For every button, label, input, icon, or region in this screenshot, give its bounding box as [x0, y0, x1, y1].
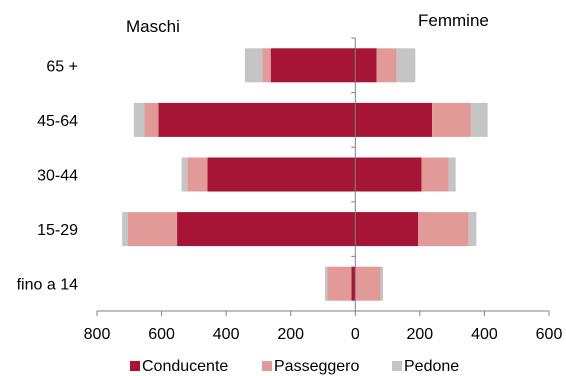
bar-female-passeggero-0 [376, 48, 397, 83]
bar-male-passeggero-0 [262, 48, 271, 83]
category-label-2: 30-44 [37, 168, 78, 185]
bar-male-passeggero-2 [187, 157, 208, 192]
bar-female-pedone-1 [470, 102, 488, 137]
x-tick-label-0: 800 [84, 326, 111, 343]
legend-label-conducente: Conducente [142, 358, 228, 375]
bar-female-passeggero-1 [432, 102, 471, 137]
bar-male-passeggero-3 [127, 212, 178, 247]
bar-male-conducente-4 [351, 266, 356, 301]
bar-female-pedone-2 [448, 157, 456, 192]
legend-swatch-pedone [392, 361, 402, 371]
right-side-label: Femmine [418, 11, 489, 30]
category-labels: 65 + 45-64 30-44 15-29 fino a 14 [17, 37, 356, 312]
legend-swatch-conducente [130, 361, 140, 371]
legend-label-pedone: Pedone [404, 358, 459, 375]
category-label-1: 45-64 [37, 113, 78, 130]
legend-label-passeggero: Passeggero [274, 358, 359, 375]
bar-male-pedone-1 [133, 102, 145, 137]
bar-male-conducente-2 [207, 157, 356, 192]
bar-male-pedone-2 [181, 157, 188, 192]
bar-male-pedone-0 [244, 48, 263, 83]
bar-female-passeggero-3 [418, 212, 469, 247]
x-tick-label-1: 600 [148, 326, 175, 343]
bar-male-conducente-1 [158, 102, 356, 137]
bar-female-conducente-2 [355, 157, 422, 192]
bar-female-pedone-3 [468, 212, 477, 247]
category-label-3: 15-29 [37, 222, 78, 239]
bars-group [122, 48, 488, 301]
x-tick-label-7: 600 [536, 326, 563, 343]
bar-male-pedone-3 [122, 212, 128, 247]
bar-male-conducente-0 [270, 48, 356, 83]
legend-swatch-passeggero [262, 361, 272, 371]
bar-female-passeggero-2 [421, 157, 449, 192]
x-tick-label-6: 400 [471, 326, 498, 343]
x-tick-label-4: 0 [351, 326, 360, 343]
bar-female-passeggero-4 [355, 266, 381, 301]
bar-male-conducente-3 [177, 212, 356, 247]
bar-female-conducente-1 [355, 102, 433, 137]
category-label-4: fino a 14 [17, 277, 78, 294]
x-tick-label-3: 200 [277, 326, 304, 343]
bar-male-pedone-4 [324, 266, 328, 301]
bar-female-conducente-0 [355, 48, 377, 83]
bar-male-passeggero-1 [144, 102, 159, 137]
category-label-0: 65 + [46, 58, 78, 75]
x-tick-labels: 800 600 400 200 0 200 400 600 [84, 311, 563, 343]
bar-female-conducente-3 [355, 212, 419, 247]
left-side-label: Maschi [126, 17, 180, 36]
bar-female-pedone-0 [396, 48, 416, 83]
x-tick-label-2: 400 [213, 326, 240, 343]
bar-male-passeggero-4 [327, 266, 352, 301]
bar-female-pedone-4 [380, 266, 384, 301]
legend: Conducente Passeggero Pedone [130, 358, 459, 375]
x-tick-label-5: 200 [407, 326, 434, 343]
